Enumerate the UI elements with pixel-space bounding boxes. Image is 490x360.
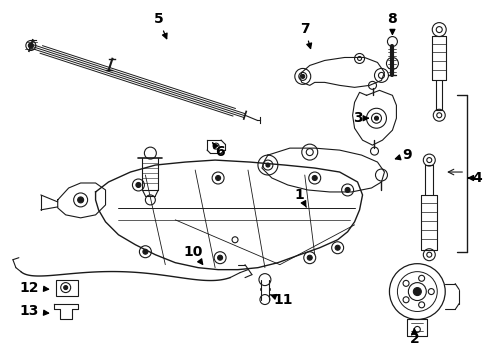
Text: 7: 7 [300, 22, 312, 49]
Circle shape [301, 75, 305, 78]
Text: 13: 13 [19, 305, 49, 319]
Circle shape [345, 188, 350, 193]
Bar [56, 280, 77, 296]
Text: 1: 1 [295, 188, 306, 207]
Text: 12: 12 [19, 280, 49, 294]
Circle shape [358, 57, 362, 60]
Text: 3: 3 [353, 111, 368, 125]
Circle shape [143, 249, 148, 254]
Circle shape [266, 163, 270, 167]
Circle shape [335, 245, 340, 250]
Text: 9: 9 [395, 148, 412, 162]
Circle shape [312, 176, 317, 180]
Circle shape [371, 113, 382, 123]
Circle shape [216, 176, 220, 180]
Text: 8: 8 [388, 12, 397, 34]
Circle shape [378, 72, 385, 78]
Text: 6: 6 [213, 143, 225, 159]
Circle shape [136, 183, 141, 188]
Text: 2: 2 [410, 329, 419, 346]
Circle shape [414, 288, 421, 296]
Circle shape [427, 252, 432, 257]
Text: 5: 5 [153, 12, 167, 39]
Text: 10: 10 [184, 245, 203, 264]
Text: 11: 11 [270, 293, 293, 306]
Circle shape [263, 160, 273, 170]
Circle shape [77, 197, 84, 203]
Circle shape [28, 43, 33, 48]
Circle shape [218, 255, 222, 260]
Circle shape [436, 27, 442, 32]
Circle shape [299, 72, 307, 80]
Circle shape [64, 285, 68, 289]
Circle shape [306, 149, 313, 156]
Circle shape [374, 116, 378, 120]
Circle shape [437, 113, 442, 118]
Circle shape [307, 255, 312, 260]
Circle shape [427, 158, 432, 163]
Text: 4: 4 [468, 171, 482, 185]
